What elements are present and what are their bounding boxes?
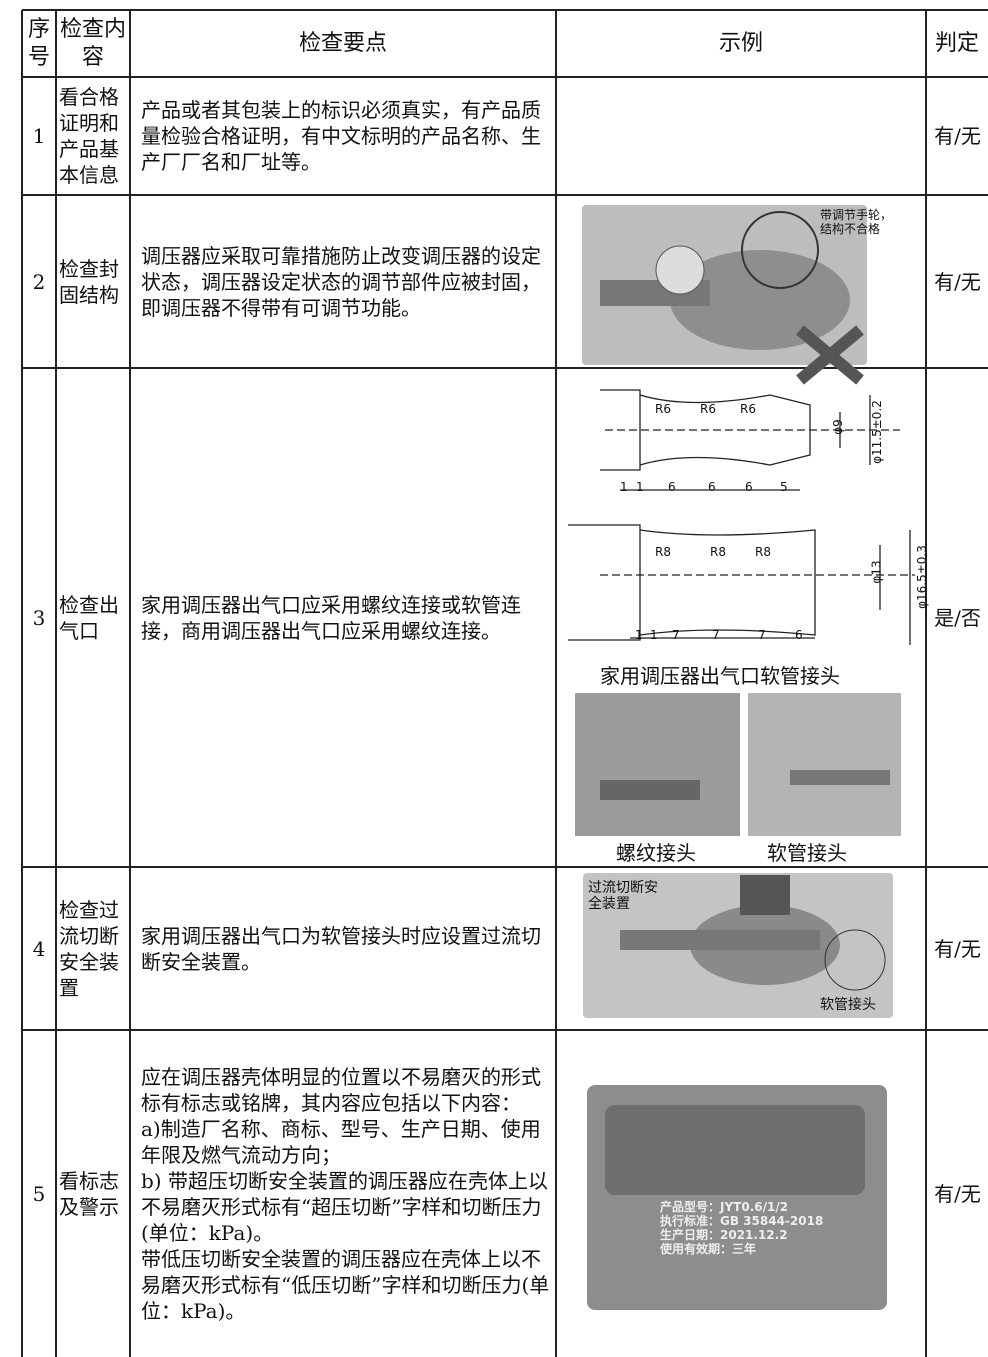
example-label: 1 — [635, 628, 643, 642]
example-label: 执行标准：GB 35844-2018 — [660, 1214, 824, 1228]
point-text: 调压器应采取可靠措施防止改变调压器的设定状态，调压器设定状态的调节部件应被封固，… — [141, 243, 541, 320]
example-label: 软管接头 — [767, 841, 847, 865]
example-label: 螺纹接头 — [616, 841, 696, 865]
row-number: 4 — [32, 936, 46, 961]
point-text: 应在调压器壳体明显的位置以不易磨灭的形式标有标志或铭牌，其内容应包括以下内容： — [141, 1064, 541, 1115]
example-label: 带调节手轮，结构不合格 — [820, 208, 893, 236]
header-example: 示例 — [718, 30, 763, 56]
example-label: 6 — [795, 628, 803, 642]
check-item: 看标志及警示 — [59, 1168, 119, 1219]
row-number: 1 — [32, 124, 46, 148]
example-label: 6 — [745, 480, 753, 494]
row-number: 3 — [32, 605, 46, 630]
verdict: 是/否 — [934, 605, 981, 630]
example-label: φ13 — [869, 560, 884, 584]
example-label: 5 — [780, 480, 788, 494]
header-points: 检查要点 — [298, 30, 387, 56]
example-label: R8 — [710, 545, 726, 559]
point-text: 家用调压器出气口为软管接头时应设置过流切断安全装置。 — [141, 923, 541, 974]
check-points: 调压器应采取可靠措施防止改变调压器的设定状态，调压器设定状态的调节部件应被封固，… — [131, 195, 556, 368]
example-label: 7 — [758, 628, 766, 642]
verdict: 有/无 — [934, 269, 981, 294]
example-label: R8 — [755, 545, 771, 559]
example-label: 过流切断安全装置 — [588, 880, 658, 912]
example-label: 1 — [650, 628, 658, 642]
check-item: 检查过流切断安全装置 — [59, 897, 119, 1000]
check-points: 应在调压器壳体明显的位置以不易磨灭的形式标有标志或铭牌，其内容应包括以下内容： a… — [131, 1030, 556, 1357]
check-points: 家用调压器出气口应采用螺纹连接或软管连接，商用调压器出气口应采用螺纹连接。 — [131, 368, 556, 867]
example-label: 1 — [636, 480, 644, 494]
point-text: 带低压切断安全装置的调压器应在壳体上以不易磨灭形式标有“低压切断”字样和切断压力… — [141, 1246, 550, 1323]
example-label: φ16.5±0.3 — [914, 545, 929, 609]
example-label: 软管接头 — [820, 997, 876, 1013]
example-label: 6 — [668, 480, 676, 494]
example-label: 7 — [672, 628, 680, 642]
example-label: 1 — [620, 480, 628, 494]
row-number: 5 — [32, 1181, 46, 1206]
example-label: 生产日期：2021.12.2 — [660, 1228, 788, 1242]
point-text: 家用调压器出气口应采用螺纹连接或软管连接，商用调压器出气口应采用螺纹连接。 — [141, 592, 521, 643]
point-text: 产品或者其包装上的标识必须真实，有产品质量检验合格证明，有中文标明的产品名称、生… — [141, 98, 541, 174]
point-text: a)制造厂名称、商标、型号、生产日期、使用年限及燃气流动方向； — [141, 1116, 541, 1167]
example-label: R6 — [740, 402, 756, 416]
header-verdict: 判定 — [934, 30, 979, 56]
example-label: φ11.5±0.2 — [869, 400, 884, 464]
example-label: 产品型号：JYT0.6/1/2 — [660, 1200, 789, 1214]
example-caption: 家用调压器出气口软管接头 — [600, 664, 840, 688]
check-item: 看合格证明和产品基本信息 — [59, 85, 119, 187]
check-item: 检查出气口 — [59, 592, 119, 643]
verdict: 有/无 — [934, 124, 981, 148]
example-label: 使用有效期：三年 — [660, 1242, 757, 1256]
example-label: R6 — [655, 402, 671, 416]
example-label: φ9 — [830, 419, 845, 435]
verdict: 有/无 — [934, 936, 981, 961]
point-text: b) 带超压切断安全装置的调压器应在壳体上以不易磨灭形式标有“超压切断”字样和切… — [141, 1168, 548, 1245]
header-no: 序号 — [27, 16, 50, 70]
check-points: 家用调压器出气口为软管接头时应设置过流切断安全装置。 — [131, 867, 556, 1030]
example-label: R8 — [655, 545, 671, 559]
example-label: 6 — [708, 480, 716, 494]
row-number: 2 — [32, 269, 46, 294]
header-item: 检查内容 — [59, 16, 126, 70]
example-label: R6 — [700, 402, 716, 416]
check-item: 检查封固结构 — [59, 256, 119, 307]
example-label: 7 — [712, 628, 720, 642]
verdict: 有/无 — [934, 1181, 981, 1206]
check-points: 产品或者其包装上的标识必须真实，有产品质量检验合格证明，有中文标明的产品名称、生… — [131, 77, 556, 195]
